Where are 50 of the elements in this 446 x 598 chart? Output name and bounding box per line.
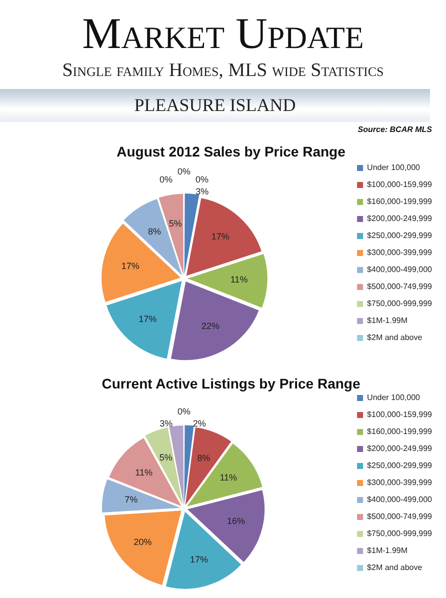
legend-label: $100,000-159,999 (367, 410, 433, 420)
text: Market Update (81, 8, 365, 59)
data-label: 22% (202, 321, 220, 332)
data-label: 17% (190, 554, 208, 564)
legend-label: $300,000-399,999 (367, 248, 433, 258)
legend-label: $1M-1.99M (367, 316, 408, 326)
data-label: 17% (211, 232, 230, 242)
legend-label: $500,000-749,999 (367, 282, 433, 292)
data-label: 5% (168, 218, 182, 229)
data-label: 5% (159, 452, 172, 462)
legend-label: Under 100,000 (367, 163, 421, 172)
legend-label: $500,000-749,999 (367, 512, 433, 522)
legend-label: $200,000-249,999 (367, 444, 433, 454)
text: 0% (178, 166, 191, 176)
legend-label: $250,000-299,999 (367, 231, 433, 240)
legend-label: $400,000-499,000 (367, 495, 433, 504)
legend-label: $750,000-999,999 (367, 529, 433, 538)
text: Single family Homes, MLS wide Statistics (61, 60, 385, 82)
data-label: 11% (230, 274, 248, 285)
data-label: 3% (196, 186, 209, 197)
data-label: 11% (135, 467, 152, 478)
data-label: 2% (192, 418, 206, 428)
text: 0% (178, 406, 191, 416)
legend-label: Under 100,000 (367, 393, 421, 402)
legend-label: $160,000-199,999 (367, 197, 433, 206)
data-label: 8% (197, 453, 210, 464)
legend-label: $160,000-199,999 (367, 427, 433, 436)
data-label: 17% (138, 314, 157, 324)
legend-label: $200,000-249,999 (367, 214, 433, 224)
data-label: 11% (220, 472, 238, 483)
legend-label: $2M and above (367, 563, 423, 572)
data-label: 17% (121, 260, 140, 271)
text: 0% (196, 174, 209, 184)
legend-label: $1M-1.99M (367, 546, 408, 556)
text: PLEASURE ISLAND (0, 89, 430, 122)
data-label: 7% (124, 494, 138, 504)
data-label: 16% (226, 516, 245, 526)
legend-label: $400,000-499,000 (367, 265, 433, 274)
legend-label: $100,000-159,999 (367, 180, 433, 190)
text: 0% (160, 174, 173, 184)
source-note: Source: BCAR MLS (358, 125, 432, 134)
data-label: 3% (160, 418, 173, 429)
chart-title: Current Active Listings by Price Range (102, 375, 360, 392)
chart-title: August 2012 Sales by Price Range (116, 143, 346, 160)
data-label: 20% (134, 537, 152, 548)
data-label: 8% (148, 226, 162, 236)
legend-label: $300,000-399,999 (367, 478, 433, 488)
legend-label: $750,000-999,999 (367, 299, 433, 308)
legend-label: $250,000-299,999 (367, 461, 433, 470)
legend-label: $2M and above (367, 333, 423, 342)
